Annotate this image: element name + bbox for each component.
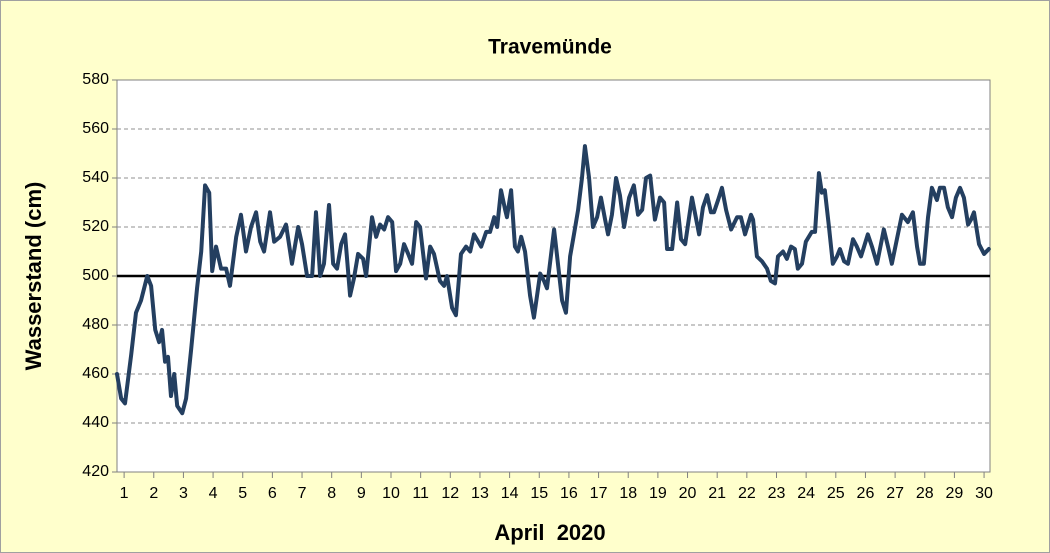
y-tick-label: 420 xyxy=(82,463,109,480)
x-tick-label: 19 xyxy=(649,485,667,502)
x-tick-label: 9 xyxy=(357,485,366,502)
x-tick-label: 10 xyxy=(382,485,400,502)
x-tick-label: 21 xyxy=(708,485,726,502)
x-tick-label: 30 xyxy=(975,485,993,502)
chart-title: Travemünde xyxy=(488,36,612,59)
x-tick-label: 11 xyxy=(412,485,429,502)
x-tick-label: 8 xyxy=(327,485,336,502)
x-tick-label: 5 xyxy=(238,485,247,502)
y-tick-label: 460 xyxy=(82,365,109,382)
y-tick-label: 520 xyxy=(82,218,109,235)
x-tick-label: 2 xyxy=(149,485,158,502)
y-tick-label: 580 xyxy=(82,71,109,88)
x-tick-label: 6 xyxy=(268,485,277,502)
x-tick-label: 17 xyxy=(590,485,608,502)
x-tick-label: 29 xyxy=(946,485,964,502)
x-tick-label: 25 xyxy=(827,485,845,502)
x-tick-label: 13 xyxy=(471,485,489,502)
x-tick-label: 28 xyxy=(916,485,934,502)
y-tick-label: 500 xyxy=(82,267,109,284)
x-tick-label: 23 xyxy=(768,485,786,502)
y-tick-label: 440 xyxy=(82,414,109,431)
x-tick-label: 15 xyxy=(530,485,548,502)
x-tick-label: 4 xyxy=(209,485,218,502)
y-tick-label: 480 xyxy=(82,316,109,333)
data-line xyxy=(115,144,991,416)
x-tick-label: 7 xyxy=(298,485,307,502)
x-tick-label: 26 xyxy=(857,485,875,502)
y-tick-label: 560 xyxy=(82,120,109,137)
x-tick-label: 14 xyxy=(501,485,519,502)
x-tick-label: 16 xyxy=(560,485,578,502)
x-tick-label: 20 xyxy=(679,485,697,502)
y-tick-label: 540 xyxy=(82,169,109,186)
x-tick-label: 1 xyxy=(120,485,129,502)
x-tick-label: 18 xyxy=(619,485,637,502)
x-tick-label: 3 xyxy=(179,485,188,502)
y-axis-label: Wasserstand (cm) xyxy=(21,182,46,371)
x-axis-label: April 2020 xyxy=(494,520,605,545)
x-tick-label: 22 xyxy=(738,485,756,502)
x-tick-label: 12 xyxy=(441,485,459,502)
x-tick-label: 27 xyxy=(886,485,904,502)
x-tick-label: 24 xyxy=(797,485,815,502)
